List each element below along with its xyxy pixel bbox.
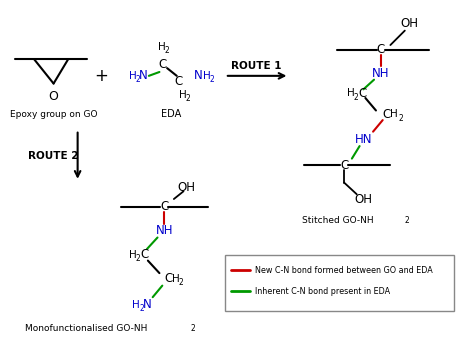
Text: H: H: [157, 42, 165, 52]
Text: 2: 2: [139, 304, 144, 313]
Text: Epoxy group on GO: Epoxy group on GO: [10, 110, 97, 119]
Text: 2: 2: [179, 278, 183, 287]
Text: 2: 2: [136, 254, 140, 263]
Text: ROUTE 2: ROUTE 2: [28, 151, 79, 161]
Text: H: H: [128, 250, 137, 260]
Text: 2: 2: [190, 324, 195, 333]
Text: 2: 2: [164, 46, 169, 55]
Text: NH: NH: [372, 68, 390, 80]
Text: H: H: [203, 71, 210, 81]
Text: C: C: [164, 272, 173, 285]
Text: N: N: [139, 69, 148, 82]
Text: ROUTE 1: ROUTE 1: [231, 61, 282, 71]
Text: H: H: [128, 71, 137, 81]
Text: OH: OH: [355, 192, 373, 206]
Text: 2: 2: [398, 114, 403, 123]
Text: N: N: [143, 298, 152, 311]
Bar: [225, 255, 454, 311]
Text: C: C: [158, 58, 166, 71]
Text: HN: HN: [355, 133, 372, 146]
Text: H: H: [179, 90, 186, 100]
Text: NH: NH: [155, 224, 173, 237]
Text: H: H: [132, 300, 140, 310]
Text: Stitched GO-NH: Stitched GO-NH: [301, 216, 373, 225]
Text: 2: 2: [185, 94, 190, 103]
Text: OH: OH: [177, 181, 195, 194]
Text: Monofunctionalised GO-NH: Monofunctionalised GO-NH: [25, 324, 147, 333]
Text: 2: 2: [354, 93, 358, 102]
Text: C: C: [340, 159, 348, 172]
Text: C: C: [174, 75, 183, 88]
Text: O: O: [49, 89, 58, 103]
Text: H: H: [172, 274, 180, 284]
Text: OH: OH: [401, 17, 419, 30]
Text: +: +: [95, 67, 109, 85]
Text: C: C: [383, 108, 391, 121]
Text: H: H: [347, 88, 355, 98]
Text: 2: 2: [405, 216, 410, 225]
Text: N: N: [194, 69, 203, 82]
Text: C: C: [160, 200, 168, 213]
Text: New C-N bond formed between GO and EDA: New C-N bond formed between GO and EDA: [255, 266, 432, 275]
Text: H: H: [391, 109, 398, 119]
Text: C: C: [377, 44, 385, 56]
Text: 2: 2: [210, 75, 214, 84]
Text: C: C: [140, 248, 148, 261]
Text: C: C: [359, 87, 367, 100]
Text: Inherent C-N bond present in EDA: Inherent C-N bond present in EDA: [255, 287, 390, 296]
Text: 2: 2: [136, 75, 140, 84]
Text: EDA: EDA: [161, 109, 181, 119]
